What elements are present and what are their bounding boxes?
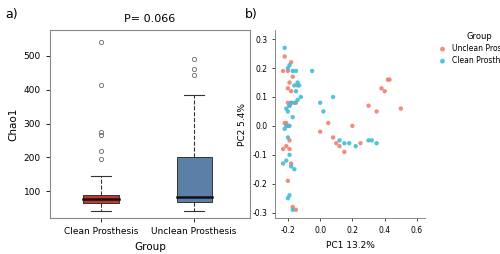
Unclean Prosthesis <box>329 135 337 139</box>
Clean Prosthesis <box>336 138 344 142</box>
Unclean Prosthesis <box>316 130 324 134</box>
Unclean Prosthesis <box>378 86 386 90</box>
Unclean Prosthesis <box>384 78 392 82</box>
Clean Prosthesis <box>280 127 288 131</box>
Clean Prosthesis <box>316 101 324 105</box>
Clean Prosthesis <box>286 104 294 108</box>
Legend: Unclean Prosthesis, Clean Prosthesis: Unclean Prosthesis, Clean Prosthesis <box>434 30 500 67</box>
Unclean Prosthesis <box>279 147 287 151</box>
Unclean Prosthesis <box>284 124 292 128</box>
Unclean Prosthesis <box>356 141 364 145</box>
Unclean Prosthesis <box>348 124 356 128</box>
Unclean Prosthesis <box>332 141 340 145</box>
Unclean Prosthesis <box>282 121 290 125</box>
Clean Prosthesis <box>286 63 294 67</box>
Clean Prosthesis <box>288 208 296 212</box>
Unclean Prosthesis <box>286 138 294 142</box>
Unclean Prosthesis <box>287 89 295 93</box>
Clean Prosthesis <box>329 95 337 99</box>
Clean Prosthesis <box>282 124 290 128</box>
Unclean Prosthesis <box>282 144 290 148</box>
Clean Prosthesis <box>290 101 298 105</box>
Clean Prosthesis <box>290 167 298 171</box>
Text: b): b) <box>245 8 258 21</box>
Unclean Prosthesis <box>340 150 348 154</box>
Clean Prosthesis <box>284 66 292 70</box>
Clean Prosthesis <box>364 138 372 142</box>
Clean Prosthesis <box>368 138 376 142</box>
Clean Prosthesis <box>292 69 300 73</box>
X-axis label: Group: Group <box>134 242 166 252</box>
Clean Prosthesis <box>286 124 294 128</box>
Clean Prosthesis <box>294 98 302 102</box>
Unclean Prosthesis <box>284 101 292 105</box>
Unclean Prosthesis <box>280 121 288 125</box>
Unclean Prosthesis <box>284 179 292 183</box>
Clean Prosthesis <box>290 83 298 87</box>
Unclean Prosthesis <box>284 86 292 90</box>
Clean Prosthesis <box>295 83 303 87</box>
Clean Prosthesis <box>287 164 295 168</box>
Clean Prosthesis <box>294 81 302 85</box>
Unclean Prosthesis <box>287 60 295 64</box>
Clean Prosthesis <box>372 141 380 145</box>
Clean Prosthesis <box>320 109 328 114</box>
Y-axis label: Chao1: Chao1 <box>8 108 18 141</box>
Clean Prosthesis <box>340 141 348 145</box>
Unclean Prosthesis <box>386 78 394 82</box>
Unclean Prosthesis <box>336 144 344 148</box>
Unclean Prosthesis <box>364 104 372 108</box>
Unclean Prosthesis <box>286 147 294 151</box>
Unclean Prosthesis <box>397 106 405 110</box>
Unclean Prosthesis <box>292 208 300 212</box>
Clean Prosthesis <box>345 141 353 145</box>
Bar <box>84 195 119 203</box>
Clean Prosthesis <box>308 69 316 73</box>
Unclean Prosthesis <box>284 69 292 73</box>
Clean Prosthesis <box>284 135 292 139</box>
Unclean Prosthesis <box>288 75 296 79</box>
Unclean Prosthesis <box>288 205 296 209</box>
Clean Prosthesis <box>286 153 294 157</box>
Unclean Prosthesis <box>287 162 295 166</box>
Unclean Prosthesis <box>280 54 288 58</box>
Bar <box>176 157 212 201</box>
Unclean Prosthesis <box>324 121 332 125</box>
Unclean Prosthesis <box>292 101 300 105</box>
Clean Prosthesis <box>284 109 292 114</box>
Clean Prosthesis <box>288 115 296 119</box>
Clean Prosthesis <box>286 193 294 197</box>
Clean Prosthesis <box>287 101 295 105</box>
Clean Prosthesis <box>282 106 290 110</box>
Text: a): a) <box>5 8 18 21</box>
Clean Prosthesis <box>280 46 288 50</box>
Unclean Prosthesis <box>279 69 287 73</box>
Clean Prosthesis <box>352 144 360 148</box>
Unclean Prosthesis <box>287 101 295 105</box>
Unclean Prosthesis <box>372 109 380 114</box>
Clean Prosthesis <box>284 196 292 200</box>
X-axis label: PC1 13.2%: PC1 13.2% <box>326 241 374 250</box>
Clean Prosthesis <box>279 162 287 166</box>
Clean Prosthesis <box>288 69 296 73</box>
Clean Prosthesis <box>297 95 305 99</box>
Y-axis label: PC2 5.4%: PC2 5.4% <box>238 103 247 146</box>
Unclean Prosthesis <box>294 83 302 87</box>
Unclean Prosthesis <box>286 81 294 85</box>
Title: P= 0.066: P= 0.066 <box>124 14 176 24</box>
Clean Prosthesis <box>292 89 300 93</box>
Unclean Prosthesis <box>380 89 388 93</box>
Clean Prosthesis <box>282 158 290 163</box>
Unclean Prosthesis <box>286 104 294 108</box>
